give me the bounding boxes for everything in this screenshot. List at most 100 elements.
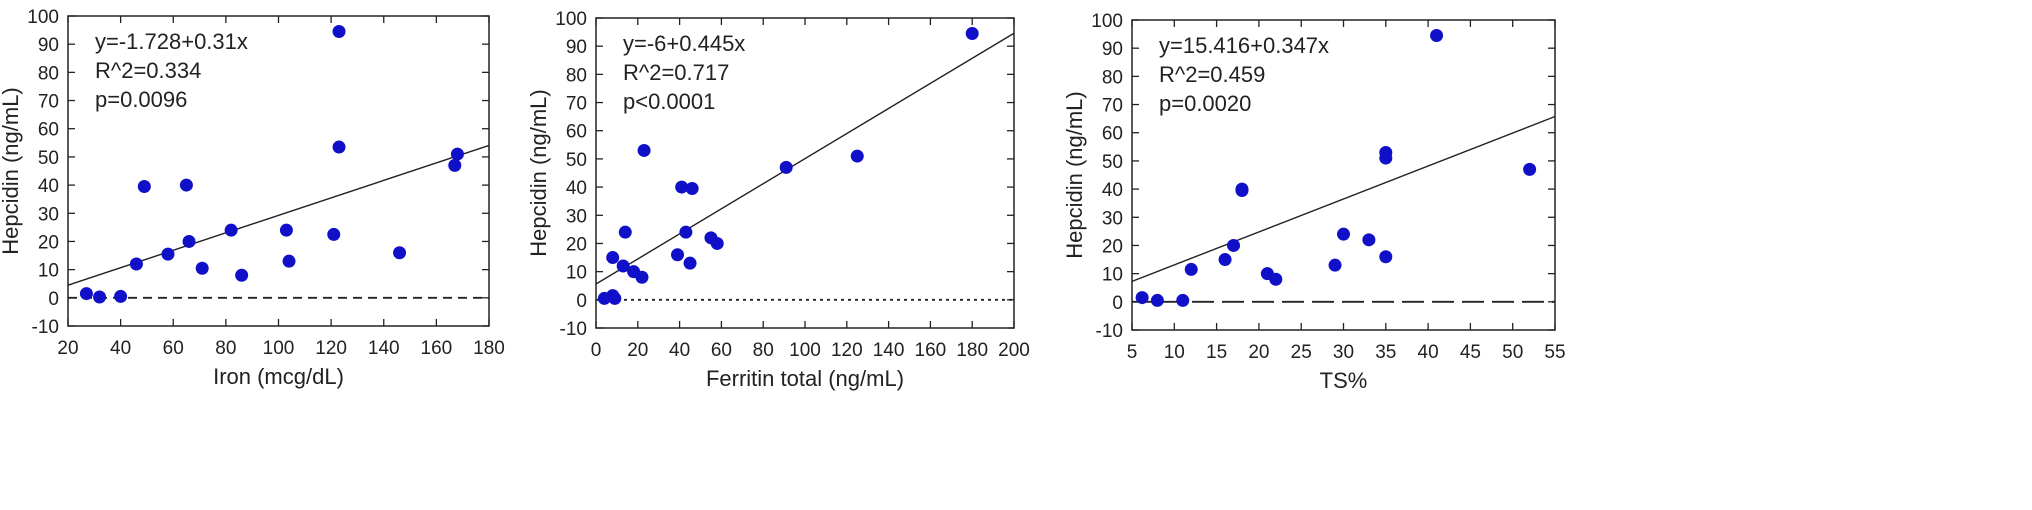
y-tick-label: 60 <box>1102 124 1123 145</box>
data-point <box>850 149 864 163</box>
annotation-line-1: y=15.416+0.347x <box>1159 33 1329 58</box>
x-tick-label: 30 <box>1333 342 1354 363</box>
data-point <box>393 246 407 260</box>
data-point <box>332 140 346 154</box>
y-axis-title: Hepcidin (ng/mL) <box>526 89 551 257</box>
data-point <box>1379 151 1393 165</box>
data-point <box>637 143 651 157</box>
x-tick-label: 35 <box>1375 342 1396 363</box>
x-tick-label: 160 <box>915 340 947 361</box>
y-axis-title: Hepcidin (ng/mL) <box>0 87 23 255</box>
y-tick-label: 30 <box>38 204 59 225</box>
annotation-line-3: p=0.0020 <box>1159 91 1251 116</box>
y-tick-label: 40 <box>566 178 587 199</box>
x-tick-label: 20 <box>627 340 648 361</box>
data-point <box>1135 291 1149 305</box>
y-axis-title: Hepcidin (ng/mL) <box>1062 91 1087 259</box>
data-point <box>137 180 151 193</box>
x-tick-label: 100 <box>789 340 821 361</box>
y-tick-label: 80 <box>566 65 587 86</box>
data-point <box>1227 238 1241 252</box>
data-point <box>635 270 649 284</box>
annotation-line-2: R^2=0.459 <box>1159 62 1265 87</box>
data-point <box>161 247 175 261</box>
x-tick-label: 60 <box>711 340 732 361</box>
x-tick-label: 45 <box>1460 342 1481 363</box>
data-point <box>608 291 622 305</box>
data-point <box>1269 272 1283 286</box>
x-tick-label: 40 <box>669 340 690 361</box>
data-point <box>448 158 462 172</box>
data-point <box>195 261 209 275</box>
data-point <box>179 178 193 192</box>
x-tick-label: 50 <box>1502 342 1523 363</box>
y-tick-label: 10 <box>38 261 59 282</box>
data-point <box>616 259 630 273</box>
y-tick-label: 10 <box>1102 265 1123 286</box>
x-tick-label: 20 <box>1248 342 1269 363</box>
data-point <box>1337 227 1350 241</box>
y-tick-label: 30 <box>1102 208 1123 229</box>
x-tick-label: 60 <box>163 338 184 359</box>
x-axis-title: Iron (mcg/dL) <box>213 364 344 389</box>
data-point <box>1218 253 1232 267</box>
data-point <box>779 160 793 174</box>
annotation-line-2: R^2=0.334 <box>95 58 201 83</box>
data-point <box>182 234 196 248</box>
y-tick-label: 90 <box>566 37 587 58</box>
data-point <box>327 227 341 241</box>
y-tick-label: 20 <box>38 232 59 253</box>
y-tick-label: -10 <box>1096 321 1123 342</box>
y-tick-label: 70 <box>38 92 59 113</box>
y-tick-label: 0 <box>48 289 59 310</box>
data-point <box>1379 250 1393 264</box>
y-tick-label: 100 <box>27 7 59 28</box>
data-point <box>1184 262 1198 276</box>
y-tick-label: 70 <box>566 94 587 115</box>
y-tick-label: 10 <box>566 263 587 284</box>
regression-line <box>595 32 1015 285</box>
y-tick-label: 60 <box>566 122 587 143</box>
data-point <box>1362 233 1376 247</box>
x-tick-label: 140 <box>368 338 400 359</box>
x-tick-label: 180 <box>956 340 988 361</box>
data-point <box>1235 182 1249 196</box>
data-point <box>282 254 296 268</box>
x-tick-label: 40 <box>110 338 131 359</box>
x-tick-label: 40 <box>1418 342 1439 363</box>
y-tick-label: 60 <box>38 120 59 141</box>
y-tick-label: 50 <box>38 148 59 169</box>
data-point <box>1523 162 1537 176</box>
x-tick-label: 160 <box>421 338 453 359</box>
y-tick-label: 80 <box>38 63 59 84</box>
x-tick-label: 180 <box>473 338 505 359</box>
data-point <box>710 236 724 250</box>
y-tick-label: 0 <box>1112 293 1123 314</box>
y-tick-label: 80 <box>1102 67 1123 88</box>
data-point <box>235 268 249 282</box>
data-point <box>1430 29 1444 42</box>
y-tick-label: -10 <box>32 317 59 338</box>
chart-panel-1: -10 0 10 20 30 40 50 60 70 80 90 100 20 40 60 80 100 120 1… <box>0 7 505 389</box>
data-point <box>1150 293 1164 307</box>
x-tick-label: 55 <box>1544 342 1565 363</box>
x-axis-title: Ferritin total (ng/mL) <box>706 366 904 391</box>
y-tick-label: -10 <box>560 319 587 340</box>
data-point <box>679 225 693 239</box>
y-tick-label: 50 <box>1102 152 1123 173</box>
annotation-line-3: p=0.0096 <box>95 87 187 112</box>
annotation-line-1: y=-6+0.445x <box>623 31 745 56</box>
data-point <box>224 223 238 237</box>
data-point <box>671 248 685 262</box>
data-point <box>685 182 699 195</box>
annotation-line-2: R^2=0.717 <box>623 60 729 85</box>
chart-panel-3: -10 0 10 20 30 40 50 60 70 80 90 100 5 10 15 20 25 30 35 40… <box>1062 11 1566 393</box>
x-tick-label: 10 <box>1164 342 1185 363</box>
x-tick-label: 0 <box>591 340 602 361</box>
y-tick-label: 40 <box>38 176 59 197</box>
data-point <box>93 290 107 304</box>
x-tick-label: 80 <box>753 340 774 361</box>
y-tick-label: 90 <box>38 35 59 56</box>
data-point <box>114 289 128 303</box>
